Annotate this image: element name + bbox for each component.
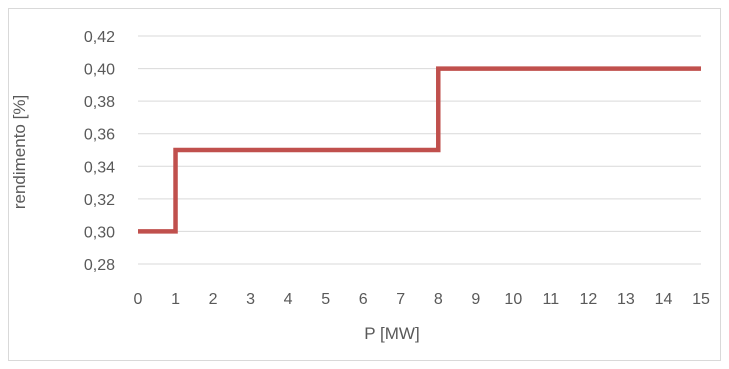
x-tick-label: 12 <box>580 291 598 308</box>
x-tick-label: 1 <box>171 291 180 308</box>
y-tick-label: 0,30 <box>84 224 115 241</box>
y-tick-label: 0,38 <box>84 94 115 111</box>
x-tick-label: 13 <box>617 291 635 308</box>
x-tick-label: 15 <box>692 291 710 308</box>
x-tick-label: 3 <box>246 291 255 308</box>
series-line <box>138 66 701 234</box>
x-axis-title: P [MW] <box>364 324 419 343</box>
x-tick-label: 4 <box>284 291 293 308</box>
y-tick-label: 0,40 <box>84 62 115 79</box>
y-tick-label: 0,32 <box>84 192 115 209</box>
y-tick-label: 0,42 <box>84 29 115 46</box>
y-tick-label: 0,28 <box>84 257 115 274</box>
x-tick-label: 7 <box>396 291 405 308</box>
y-axis-title: rendimento [%] <box>10 95 29 209</box>
x-tick-label: 9 <box>471 291 480 308</box>
x-tick-label: 14 <box>655 291 673 308</box>
y-tick-label: 0,34 <box>84 159 115 176</box>
plot-series <box>138 66 701 234</box>
x-tick-label: 11 <box>543 291 560 308</box>
y-tick-label: 0,36 <box>84 127 115 144</box>
x-tick-label: 6 <box>359 291 368 308</box>
x-tick-label: 0 <box>134 291 143 308</box>
y-tick-labels: 0,28 0,30 0,32 0,34 0,36 0,38 0,40 0,42 <box>84 29 115 274</box>
x-tick-label: 2 <box>209 291 218 308</box>
x-tick-label: 10 <box>504 291 522 308</box>
x-tick-labels: 0 1 2 3 4 5 6 7 8 9 10 11 12 13 14 15 <box>134 291 710 308</box>
x-tick-label: 8 <box>434 291 443 308</box>
x-tick-label: 5 <box>321 291 330 308</box>
